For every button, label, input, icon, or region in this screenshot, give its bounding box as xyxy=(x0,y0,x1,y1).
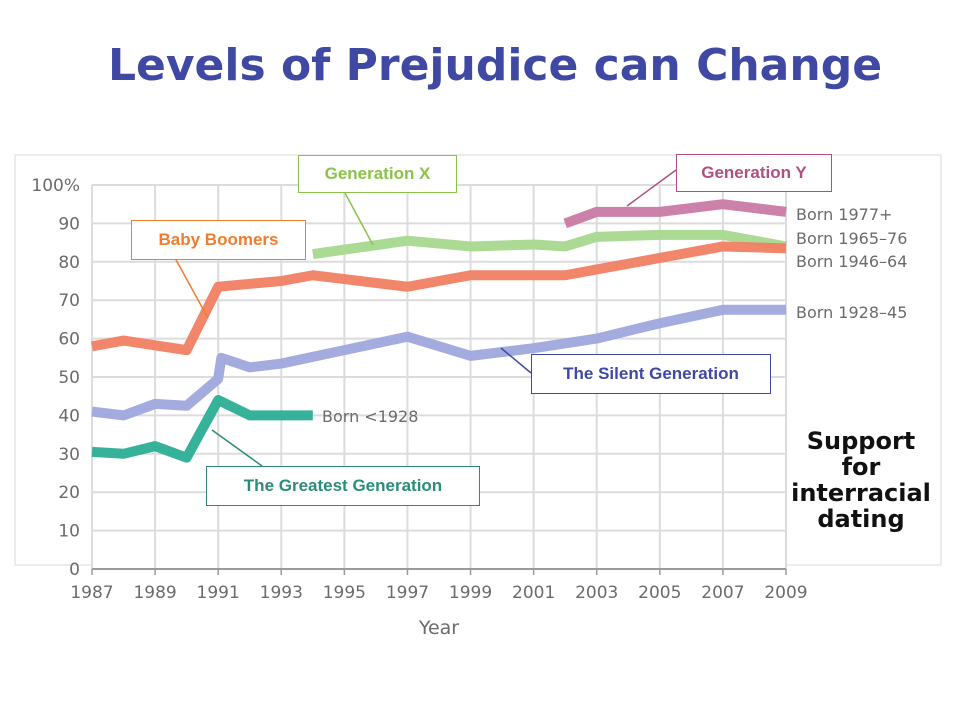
x-tick-label: 1995 xyxy=(323,583,366,603)
greatest-generation-pointer xyxy=(211,429,263,467)
y-tick-label: 10 xyxy=(58,522,80,542)
y-tick-label: 0 xyxy=(69,560,80,580)
baby-boomers-label: Baby Boomers xyxy=(131,220,306,260)
series-label: Born 1965–76 xyxy=(796,229,907,248)
series-line-generation_y xyxy=(563,199,787,229)
series-label: Born 1977+ xyxy=(796,205,892,224)
silent-generation-label: The Silent Generation xyxy=(531,354,771,394)
generation-y-label: Generation Y xyxy=(676,154,832,192)
series-label: Born 1946–64 xyxy=(796,252,907,271)
generation-x-label: Generation X xyxy=(298,155,457,193)
y-tick-label: 70 xyxy=(58,291,80,311)
series-label: Born <1928 xyxy=(322,407,418,426)
series-line-greatest_generation xyxy=(91,395,313,463)
greatest-generation-label: The Greatest Generation xyxy=(206,466,480,506)
generation-y-pointer xyxy=(626,169,677,207)
y-tick-label: 80 xyxy=(58,253,80,273)
x-tick-label: 2005 xyxy=(638,583,681,603)
x-tick-label: 2001 xyxy=(512,583,555,603)
generation-x-pointer xyxy=(344,192,374,246)
x-tick-label: 1999 xyxy=(449,583,492,603)
x-tick-label: 1987 xyxy=(70,583,113,603)
y-tick-label: 20 xyxy=(58,483,80,503)
y-tick-label: 90 xyxy=(58,214,80,234)
x-tick-label: 1989 xyxy=(133,583,176,603)
support-caption: Support for interracial dating xyxy=(791,427,931,533)
x-tick-label: 2007 xyxy=(701,583,744,603)
y-tick-label: 50 xyxy=(58,368,80,388)
x-tick-label: 2009 xyxy=(764,583,807,603)
silent-generation-pointer xyxy=(500,347,532,374)
x-tick-label: 1997 xyxy=(386,583,429,603)
x-tick-label: 1991 xyxy=(197,583,240,603)
series-label: Born 1928–45 xyxy=(796,303,907,322)
baby-boomers-pointer xyxy=(174,257,209,319)
y-tick-label: 60 xyxy=(58,330,80,350)
y-tick-label: 40 xyxy=(58,406,80,426)
series-line-baby_boomers xyxy=(91,241,787,356)
series-line-generation_x xyxy=(312,229,787,260)
x-tick-label: 2003 xyxy=(575,583,618,603)
y-tick-label: 30 xyxy=(58,445,80,465)
x-tick-label: 1993 xyxy=(260,583,303,603)
slide-title: Levels of Prejudice can Change xyxy=(107,40,883,91)
series-line-silent_generation xyxy=(91,304,786,421)
y-tick-label: 100% xyxy=(31,176,80,196)
x-axis-label: Year xyxy=(418,617,459,639)
